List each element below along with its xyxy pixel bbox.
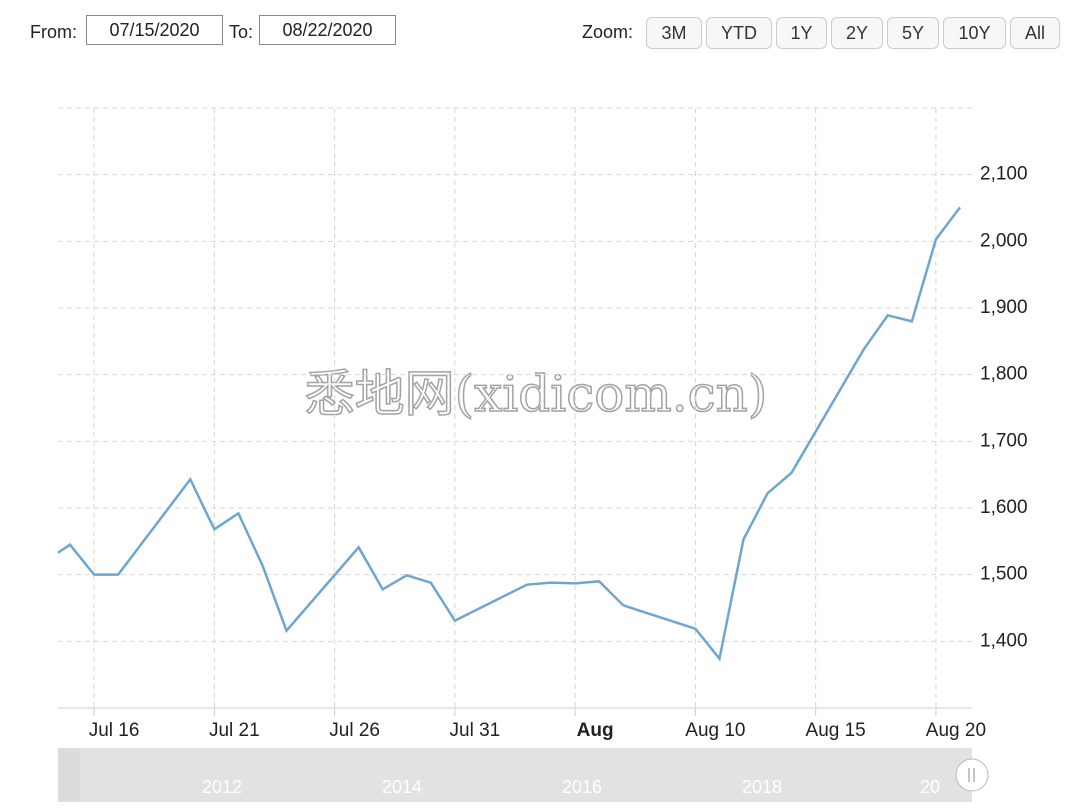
zoom-button[interactable]: All — [1010, 17, 1060, 49]
range-selector: From: 07/15/2020 To: 08/22/2020 Zoom: 3M… — [0, 0, 1080, 60]
x-tick-label: Jul 16 — [89, 720, 140, 741]
x-tick-label: Jul 26 — [329, 720, 380, 741]
x-tick-label: Aug — [577, 720, 614, 741]
y-tick-label: 2,000 — [980, 230, 1028, 251]
zoom-button[interactable]: 10Y — [943, 17, 1006, 49]
from-label: From: — [30, 22, 77, 42]
navigator-window — [80, 748, 972, 802]
x-tick-label: Aug 15 — [806, 720, 866, 741]
y-tick-label: 1,400 — [980, 630, 1028, 651]
y-tick-label: 1,600 — [980, 497, 1028, 518]
navigator-handle[interactable] — [955, 758, 989, 792]
zoom-button[interactable]: 3M — [646, 17, 702, 49]
navigator-label: 20 — [920, 777, 940, 797]
zoom-button[interactable]: 1Y — [776, 17, 827, 49]
x-tick-label: Jul 31 — [450, 720, 501, 741]
y-tick-label: 1,500 — [980, 564, 1028, 585]
to-input[interactable]: 08/22/2020 — [259, 15, 396, 45]
x-tick-label: Jul 21 — [209, 720, 260, 741]
price-line — [58, 206, 961, 662]
zoom-label: Zoom: — [582, 22, 634, 42]
navigator-label: 2012 — [202, 777, 242, 797]
y-tick-label: 2,100 — [980, 164, 1028, 185]
y-tick-label: 1,800 — [980, 364, 1028, 385]
zoom-button[interactable]: YTD — [706, 17, 772, 49]
navigator-label: 2018 — [742, 777, 782, 797]
zoom-button[interactable]: 2Y — [831, 17, 883, 49]
to-label: To: — [229, 22, 254, 42]
navigator-label: 2014 — [382, 777, 422, 797]
x-tick-label: Aug 20 — [926, 720, 986, 741]
navigator-label: 2016 — [562, 777, 602, 797]
from-input[interactable]: 07/15/2020 — [86, 15, 223, 45]
x-tick-label: Aug 10 — [685, 720, 745, 741]
zoom-button[interactable]: 5Y — [887, 17, 939, 49]
watermark: 悉地网(xidicom.cn) — [305, 365, 768, 423]
y-tick-label: 1,700 — [980, 430, 1028, 451]
y-tick-label: 1,900 — [980, 297, 1028, 318]
